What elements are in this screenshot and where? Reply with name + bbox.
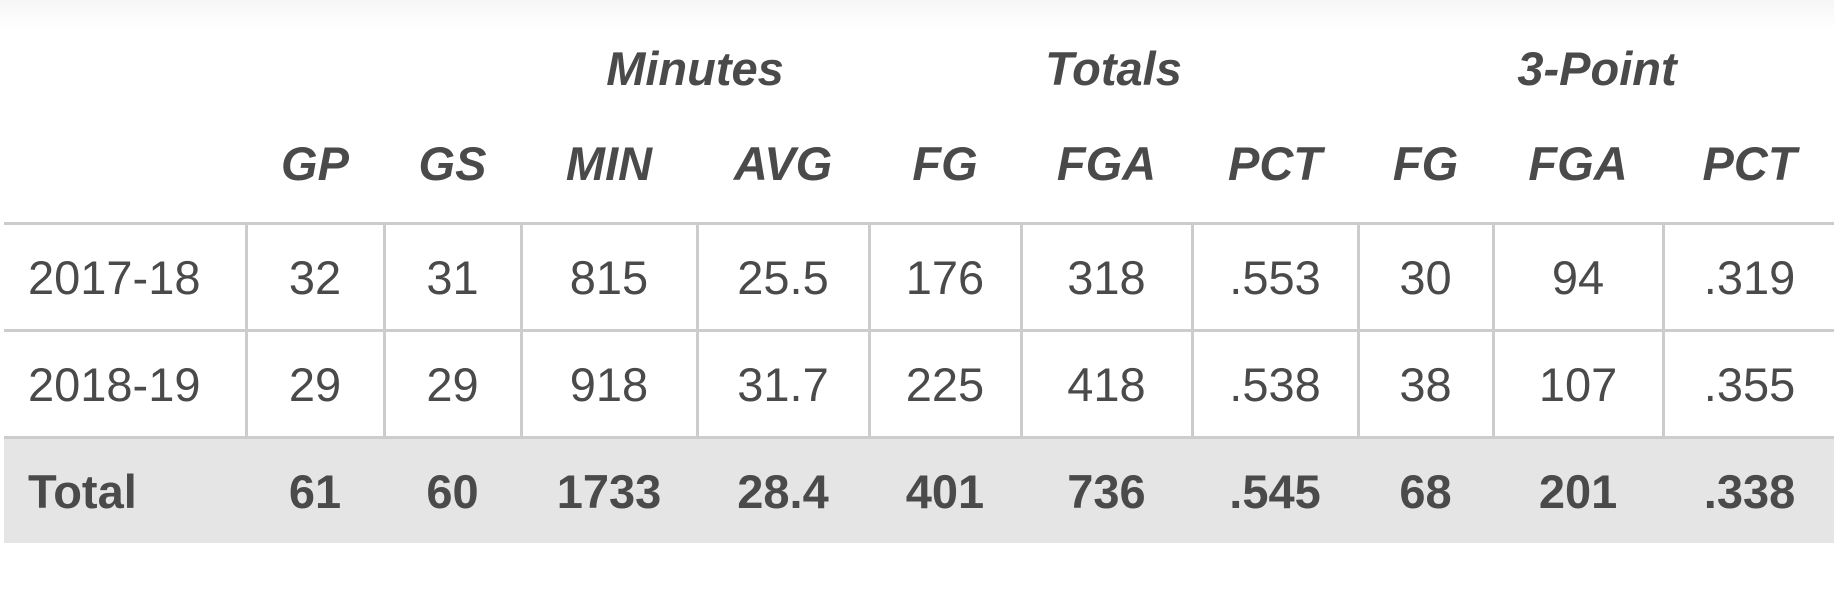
total-label: Total — [4, 436, 246, 543]
total-cell: 28.4 — [697, 436, 869, 543]
col-header-avg: AVG — [697, 136, 869, 225]
total-cell: 201 — [1493, 436, 1664, 543]
total-cell: 736 — [1021, 436, 1192, 543]
col-header-gp: GP — [246, 136, 384, 225]
column-header-row: GP GS MIN AVG FG FGA PCT FG FGA PCT — [4, 136, 1834, 225]
group-header-row: Minutes Totals 3-Point — [4, 0, 1834, 136]
top-band — [0, 0, 1834, 30]
table-row: 2018-19 29 29 918 31.7 225 418 .538 38 1… — [4, 329, 1834, 439]
total-row: Total 61 60 1733 28.4 401 736 .545 68 20… — [4, 436, 1834, 543]
col-header-min: MIN — [521, 136, 697, 225]
group-totals: Totals — [1045, 41, 1182, 95]
col-header-3p-pct: PCT — [1663, 136, 1834, 225]
cell: 29 — [382, 329, 523, 439]
group-minutes: Minutes — [606, 41, 784, 95]
table-row: 2017-18 32 31 815 25.5 176 318 .553 30 9… — [4, 222, 1834, 332]
col-header-fga: FGA — [1021, 136, 1192, 225]
total-cell: 68 — [1358, 436, 1494, 543]
cell: .553 — [1190, 222, 1360, 332]
cell: .355 — [1661, 329, 1834, 439]
cell: 29 — [244, 329, 386, 439]
col-header-pct: PCT — [1192, 136, 1359, 225]
cell: 31 — [382, 222, 523, 332]
cell: 38 — [1356, 329, 1495, 439]
cell: .319 — [1661, 222, 1834, 332]
total-cell: 61 — [246, 436, 384, 543]
col-header-fg: FG — [869, 136, 1021, 225]
total-cell: 1733 — [521, 436, 697, 543]
cell: 318 — [1019, 222, 1194, 332]
cell-season: 2018-19 — [4, 329, 248, 439]
group-three-point: 3-Point — [1517, 41, 1677, 95]
total-cell: 60 — [384, 436, 521, 543]
cell: 94 — [1491, 222, 1665, 332]
cell: 25.5 — [695, 222, 871, 332]
stats-table: Minutes Totals 3-Point GP GS MIN AVG FG … — [4, 0, 1834, 543]
group-empty — [4, 0, 521, 136]
cell-season: 2017-18 — [4, 222, 248, 332]
total-cell: .338 — [1663, 436, 1834, 543]
cell: 30 — [1356, 222, 1495, 332]
col-header-season — [4, 136, 246, 225]
cell: 32 — [244, 222, 386, 332]
cell: 418 — [1019, 329, 1194, 439]
col-header-3p-fga: FGA — [1493, 136, 1664, 225]
total-cell: .545 — [1192, 436, 1359, 543]
cell: 918 — [519, 329, 699, 439]
cell: 107 — [1491, 329, 1665, 439]
col-header-3p-fg: FG — [1358, 136, 1494, 225]
cell: 815 — [519, 222, 699, 332]
col-header-gs: GS — [384, 136, 521, 225]
cell: 31.7 — [695, 329, 871, 439]
total-cell: 401 — [869, 436, 1021, 543]
cell: 176 — [867, 222, 1023, 332]
cell: .538 — [1190, 329, 1360, 439]
cell: 225 — [867, 329, 1023, 439]
